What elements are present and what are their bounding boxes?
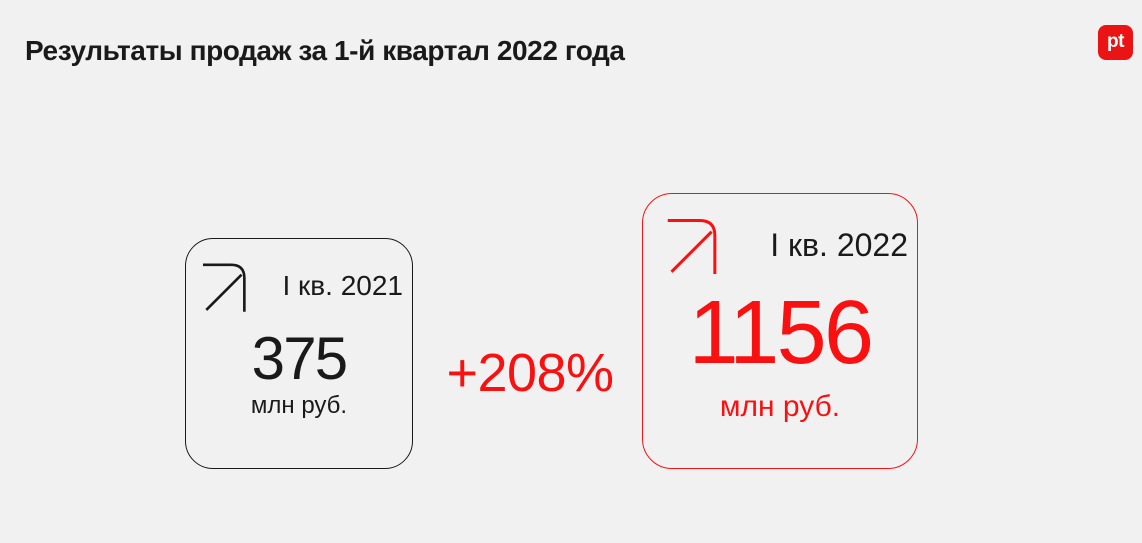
pt-logo: pt <box>1098 25 1133 60</box>
period-label: I кв. 2022 <box>770 227 908 263</box>
trend-up-arrow-icon <box>203 263 246 312</box>
period-label: I кв. 2021 <box>282 270 403 301</box>
pt-logo-text: pt <box>1107 30 1124 52</box>
page-title: Результаты продаж за 1-й квартал 2022 го… <box>25 35 625 66</box>
trend-up-arrow-icon <box>667 218 717 274</box>
sales-unit: млн руб. <box>250 392 348 419</box>
growth-percentage: +208% <box>446 343 614 403</box>
sales-unit: млн руб. <box>719 390 841 423</box>
sales-value: 1156 <box>688 283 874 383</box>
kpi-card-2022: I кв. 2022 1156 млн руб. <box>642 193 918 469</box>
sales-value: 375 <box>251 325 349 392</box>
kpi-card-2021: I кв. 2021 375 млн руб. <box>185 238 413 469</box>
